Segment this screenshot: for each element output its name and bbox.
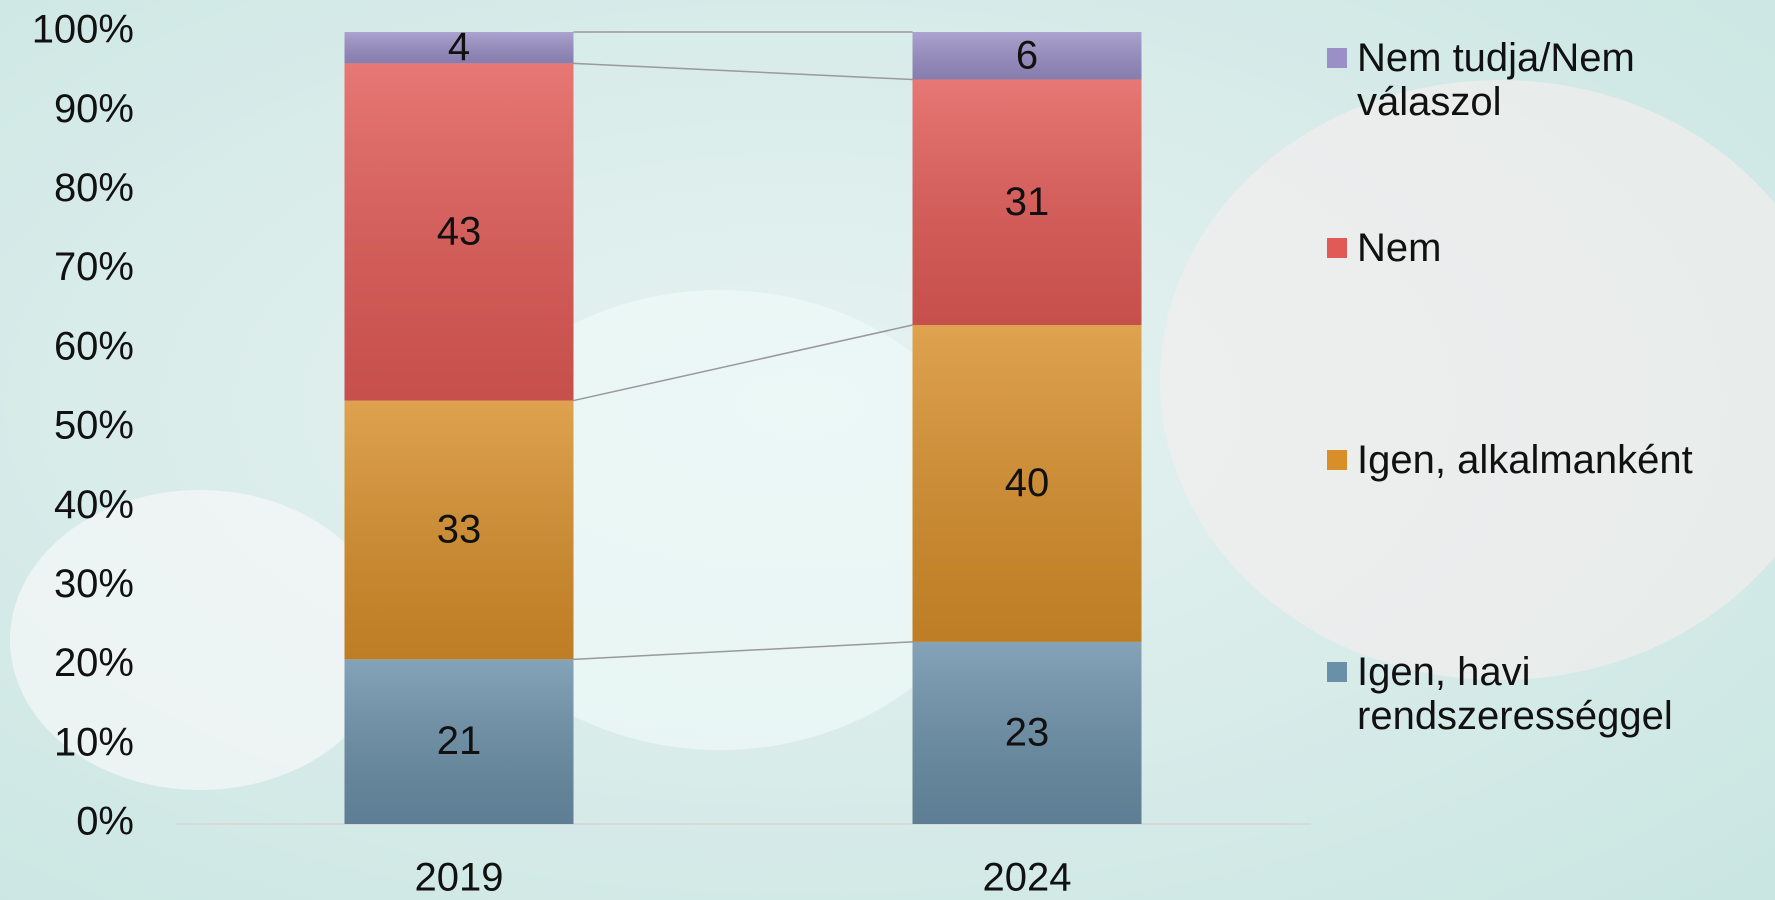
x-tick-label: 2024 [983,856,1072,900]
legend-swatch [1327,662,1347,682]
data-label: 23 [1005,710,1050,754]
connector-line [573,62,913,81]
legend-label: Igen, havi rendszerességgel [1357,650,1673,738]
bar-shade [344,63,574,401]
data-label: 40 [1005,461,1050,505]
legend-swatch [1327,48,1347,68]
background-decoration [1160,80,1775,680]
x-tick-label: 2019 [415,856,504,900]
y-tick-label: 100% [32,8,134,52]
bar-shade [344,659,574,824]
y-tick-label: 10% [54,720,134,764]
legend-label: Igen, alkalmanként [1357,438,1693,482]
y-tick-label: 90% [54,87,134,131]
bar-shade [344,400,574,660]
background-decoration [10,490,390,790]
y-tick-label: 30% [54,562,134,606]
connector-line [573,641,913,661]
legend-item: Igen, alkalmanként [1327,438,1767,482]
y-tick-label: 0% [76,800,134,844]
y-tick-label: 70% [54,245,134,289]
bar-shade [912,325,1142,642]
background-decoration [440,290,1000,750]
bar-shade [912,79,1142,326]
legend-swatch [1327,450,1347,470]
y-tick-label: 60% [54,324,134,368]
legend-swatch [1327,238,1347,258]
data-label: 31 [1005,180,1050,224]
legend-item: Nem tudja/Nem válaszol [1327,36,1767,124]
y-tick-label: 20% [54,641,134,685]
data-label: 21 [437,719,482,763]
y-tick-label: 40% [54,483,134,527]
legend-item: Igen, havi rendszerességgel [1327,650,1767,738]
bar-shade [912,32,1142,80]
y-tick-label: 50% [54,404,134,448]
bar-shade [344,32,574,64]
connector-line [573,324,913,402]
data-label: 6 [1016,33,1038,77]
bar-shade [912,641,1142,824]
data-label: 33 [437,508,482,552]
data-label: 4 [448,25,470,69]
legend-label: Nem [1357,226,1442,270]
y-tick-label: 80% [54,166,134,210]
legend-label: Nem tudja/Nem válaszol [1357,36,1635,124]
data-label: 43 [437,210,482,254]
legend-item: Nem [1327,226,1767,270]
